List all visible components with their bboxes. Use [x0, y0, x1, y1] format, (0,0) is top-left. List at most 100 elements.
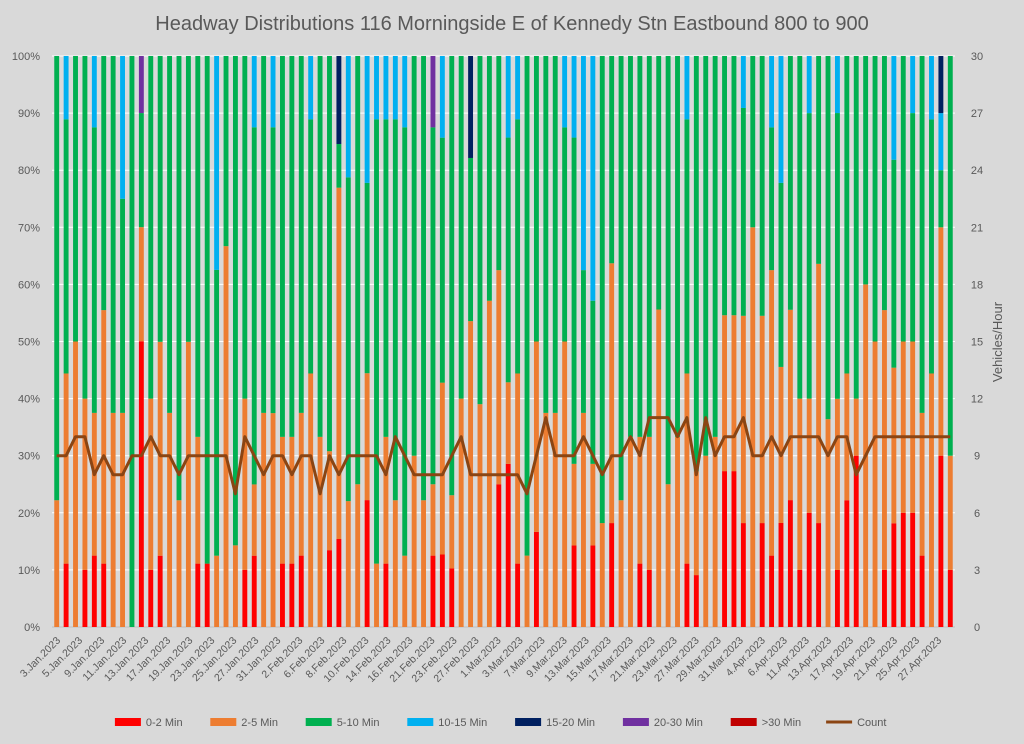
- bar-segment-5-10-min: [581, 270, 586, 413]
- bar-segment-2-5-min: [449, 495, 455, 569]
- bar-segment-2-5-min: [543, 412, 549, 627]
- bar-segment-10-15-min: [439, 56, 445, 138]
- bar-segment-2-5-min: [778, 366, 784, 523]
- bar-segment-5-10-min: [138, 113, 144, 228]
- bar-segment-5-10-min: [769, 127, 775, 271]
- bar-segment-2-5-min: [138, 227, 144, 342]
- bar-segment-5-10-min: [929, 119, 934, 374]
- bar-segment-5-10-min: [863, 56, 869, 285]
- bar-segment-5-10-min: [289, 56, 295, 437]
- bar-segment-5-10-min: [778, 182, 784, 367]
- y2-tick-label: 3: [974, 565, 980, 577]
- bar-segment-5-10-min: [834, 113, 840, 399]
- bar-segment-2-5-min: [374, 563, 379, 627]
- y-tick-label: 0%: [24, 622, 40, 634]
- bar-segment-10-15-min: [929, 56, 934, 120]
- bar-segment-0-2-min: [919, 555, 925, 627]
- bar-segment-5-10-min: [214, 269, 220, 556]
- bar-segment-0-2-min: [242, 569, 248, 627]
- bar-segment-5-10-min: [345, 177, 351, 502]
- bar-segment-10-15-min: [938, 113, 944, 171]
- legend-label: 15-20 Min: [546, 717, 595, 729]
- bar-segment-5-10-min: [533, 56, 539, 342]
- y2-tick-label: 9: [974, 451, 980, 463]
- bar-segment-10-15-min: [834, 56, 840, 114]
- bar-segment-5-10-min: [900, 56, 906, 342]
- right-axis-ticks: 0 3 6 9 12 15 18 21 24 27 30: [971, 51, 983, 634]
- bar-segment-5-10-min: [543, 56, 549, 413]
- bar-segment-5-10-min: [421, 56, 426, 501]
- bar-segment-2-5-min: [929, 373, 934, 627]
- bar-segment-5-10-min: [740, 107, 746, 316]
- bar-segment-2-5-min: [609, 263, 615, 524]
- y-tick-label: 100%: [12, 51, 40, 63]
- bar-segment-2-5-min: [722, 315, 727, 472]
- bar-segment-15-20-min: [938, 56, 944, 114]
- bar-segment-5-10-min: [646, 56, 652, 437]
- bar-segment-5-10-min: [797, 56, 803, 399]
- bar-segment-5-10-min: [825, 56, 831, 420]
- legend-label: 10-15 Min: [438, 717, 487, 729]
- bar-segment-0-2-min: [938, 455, 944, 627]
- bar-segment-2-5-min: [148, 398, 154, 570]
- bar-segment-2-5-min: [731, 315, 737, 472]
- bar-segment-2-5-min: [816, 263, 822, 524]
- legend-swatch: [210, 718, 237, 726]
- bar-segment-10-15-min: [63, 56, 69, 120]
- bar-segment-2-5-min: [421, 500, 426, 627]
- bar-segment-0-2-min: [740, 523, 746, 627]
- y-tick-label: 70%: [18, 222, 40, 234]
- bar-segment-0-2-min: [684, 563, 690, 627]
- bar-segment-0-2-min: [148, 569, 154, 627]
- bar-segment-5-10-min: [261, 56, 267, 413]
- bar-segment-5-10-min: [204, 56, 210, 564]
- y2-tick-label: 21: [971, 222, 983, 234]
- bar-segment-0-2-min: [505, 463, 511, 627]
- bar-segment-0-2-min: [797, 569, 803, 627]
- bar-segment-2-5-min: [223, 246, 229, 627]
- bar-segment-5-10-min: [439, 137, 445, 383]
- bar-segment-0-2-min: [496, 484, 502, 627]
- bar-segment-0-2-min: [204, 563, 210, 627]
- bar-segment-0-2-min: [769, 555, 775, 627]
- bar-segment-2-5-min: [581, 412, 586, 627]
- bar-segment-0-2-min: [778, 522, 784, 627]
- bar-segment-0-2-min: [101, 563, 107, 627]
- bar-segment-2-5-min: [317, 436, 323, 627]
- bar-segment-2-5-min: [834, 398, 840, 570]
- bar-segment-5-10-min: [656, 56, 662, 310]
- bar-segment-2-5-min: [910, 341, 916, 513]
- bar-segment-0-2-min: [844, 500, 850, 627]
- bar-segment-0-2-min: [947, 569, 953, 627]
- legend-swatch: [622, 718, 649, 726]
- bar-segment-0-2-min: [91, 555, 97, 627]
- bar-segment-0-2-min: [298, 555, 304, 627]
- bar-segment-2-5-min: [628, 436, 633, 627]
- y-tick-label: 90%: [18, 108, 40, 120]
- bar-segment-0-2-min: [787, 500, 793, 627]
- bar-segment-2-5-min: [63, 373, 69, 564]
- y2-tick-label: 24: [971, 165, 983, 177]
- bar-segment-0-2-min: [515, 563, 521, 627]
- bar-segment-10-15-min: [806, 56, 812, 114]
- bar-segment-2-5-min: [505, 382, 511, 464]
- bar-segment-5-10-min: [919, 56, 925, 413]
- bar-segment-10-15-min: [270, 56, 276, 128]
- bar-segment-2-5-min: [825, 419, 831, 627]
- bar-segment-2-5-min: [524, 555, 530, 627]
- bar-segment-5-10-min: [327, 56, 332, 452]
- bar-segment-10-15-min: [562, 56, 568, 128]
- y2-tick-label: 12: [971, 394, 983, 406]
- bar-segment-5-10-min: [129, 56, 135, 627]
- bar-segment-5-10-min: [270, 127, 276, 414]
- bar-segment-5-10-min: [101, 56, 107, 311]
- bar-segment-5-10-min: [468, 157, 474, 322]
- y2-tick-label: 27: [971, 108, 983, 120]
- bar-segment-5-10-min: [872, 56, 878, 342]
- bar-segment-0-2-min: [571, 545, 577, 627]
- bar-segment-2-5-min: [214, 555, 220, 627]
- bar-segment-2-5-min: [289, 436, 295, 564]
- bar-segment-5-10-min: [599, 56, 605, 524]
- bar-segment-2-5-min: [637, 436, 643, 564]
